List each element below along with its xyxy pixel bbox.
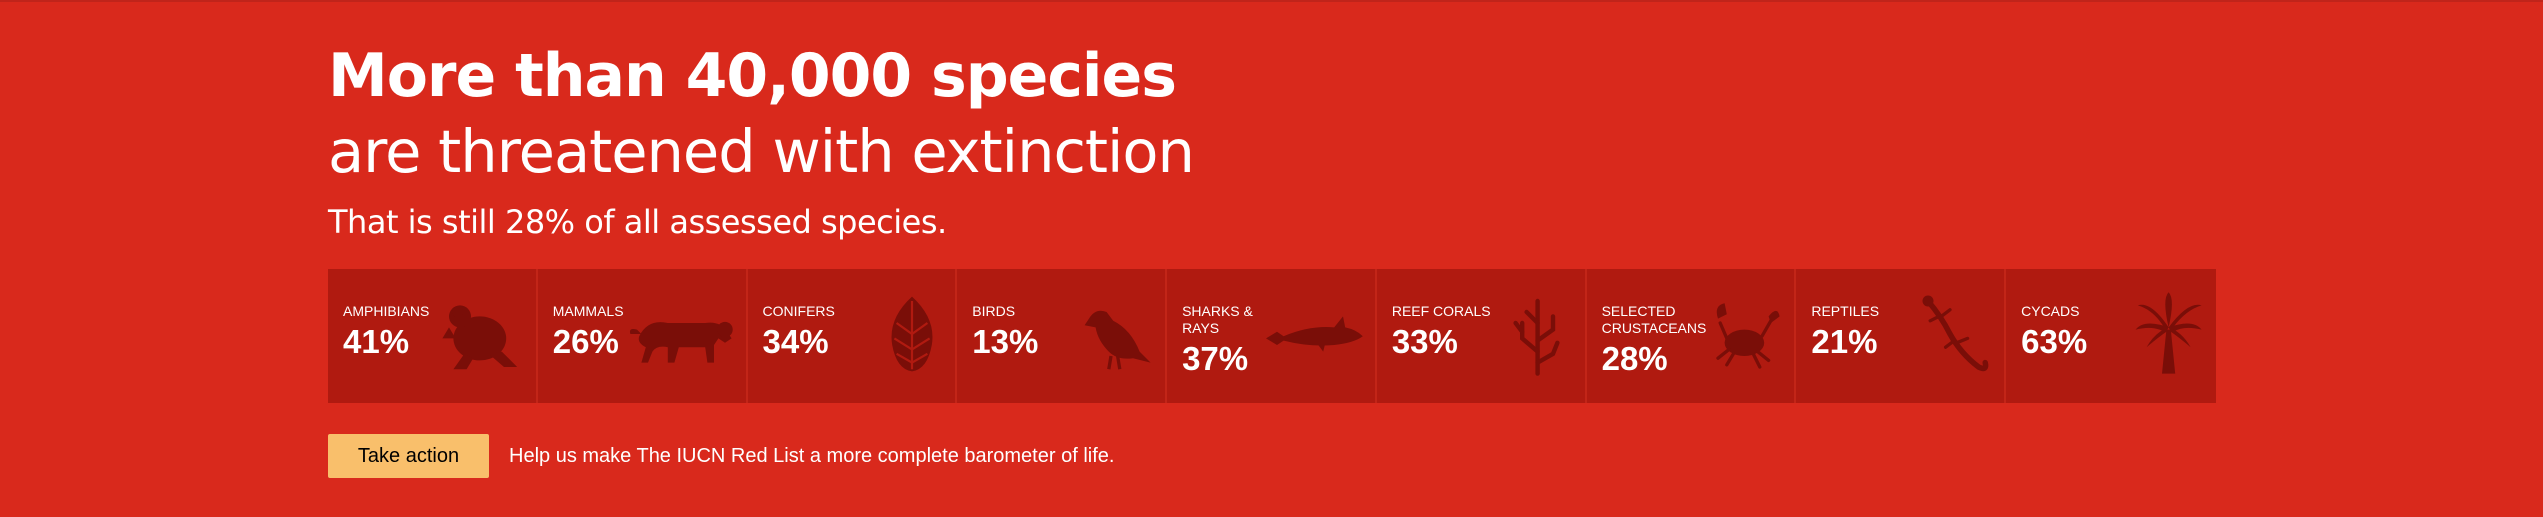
stat-reptiles[interactable]: Reptiles 21% [1796,269,2007,403]
stat-value: 28% [1601,340,1668,377]
stat-sharks-rays[interactable]: Sharks & Rays 37% [1167,269,1377,403]
stat-amphibians[interactable]: Amphibians 41% [328,269,538,403]
stat-reef-corals[interactable]: Reef Corals 33% [1377,269,1587,403]
shark-icon [1255,289,1365,379]
palm-icon [2096,289,2206,379]
stat-label: Sharks & Rays [1182,303,1253,336]
crab-icon [1674,289,1784,379]
stat-value: 41% [343,323,410,360]
headline: More than 40,000 species [328,41,1177,111]
stat-selected-crustaceans[interactable]: Selected Crustaceans 28% [1587,269,1797,403]
bird-icon [1045,289,1155,379]
stat-label: Reptiles [1811,303,1880,319]
frog-icon [416,289,526,379]
tiger-icon [626,289,736,379]
stat-cycads[interactable]: Cycads 63% [2006,269,2216,403]
stat-value: 33% [1391,323,1458,360]
tagline: That is still 28% of all assessed specie… [328,203,947,241]
stat-label: Reef Corals [1391,303,1491,319]
stat-birds[interactable]: Birds 13% [957,269,1168,403]
stat-label: Cycads [2021,303,2080,319]
pinecone-icon [835,289,945,379]
stat-value: 21% [1811,323,1878,360]
stat-label: Selected Crustaceans [1601,303,1707,336]
subheadline: are threatened with extinction [328,117,1195,186]
stat-label: Amphibians [343,303,430,319]
stat-label: Conifers [762,303,835,319]
stat-value: 37% [1182,340,1249,377]
stat-label: Mammals [552,303,624,319]
cta-row: Take action Help us make The IUCN Red Li… [328,434,1114,478]
stat-mammals[interactable]: Mammals 26% [538,269,748,403]
stat-label: Birds [972,303,1016,319]
take-action-button[interactable]: Take action [328,434,489,478]
cta-description: Help us make The IUCN Red List a more co… [509,445,1115,467]
top-divider [0,0,2543,2]
species-stats-strip: Amphibians 41% Mammals 26% [328,269,2216,403]
stat-value: 26% [552,323,619,360]
stat-value: 13% [972,323,1039,360]
stat-value: 34% [762,323,829,360]
stat-value: 63% [2021,323,2088,360]
hero-text: More than 40,000 species are threatened … [328,36,2216,244]
lizard-icon [1884,289,1994,379]
coral-icon [1465,289,1575,379]
stat-conifers[interactable]: Conifers 34% [748,269,958,403]
